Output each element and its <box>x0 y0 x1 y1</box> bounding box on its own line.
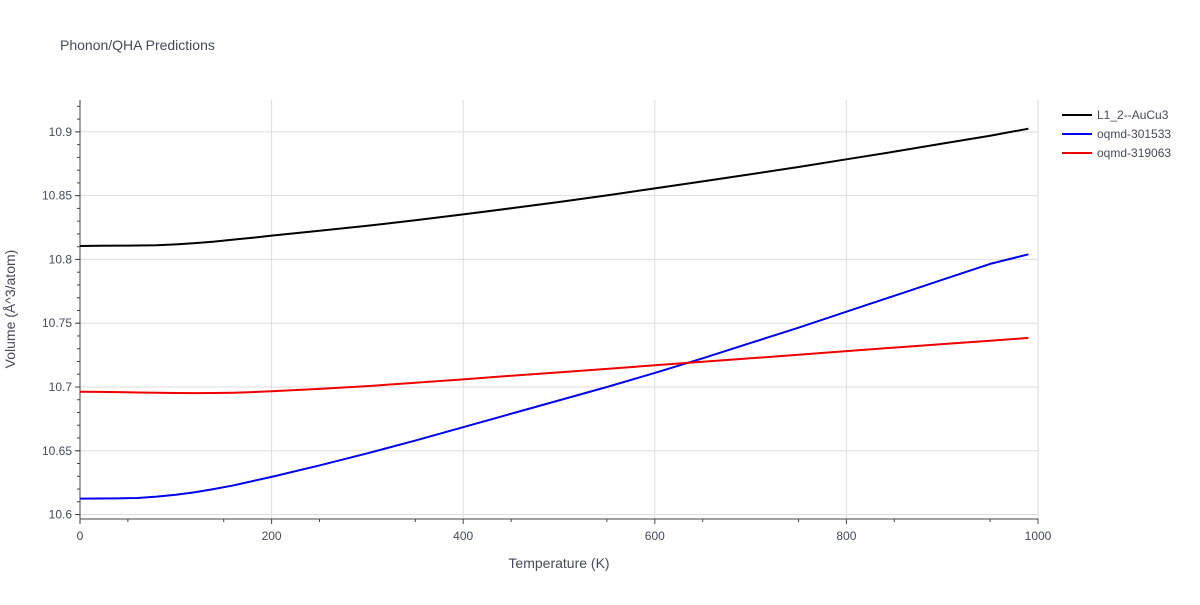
legend-item[interactable]: L1_2--AuCu3 <box>1062 108 1169 122</box>
x-axis-label: Temperature (K) <box>508 555 609 571</box>
x-tick-label: 800 <box>836 529 856 543</box>
legend-label: oqmd-301533 <box>1097 127 1171 141</box>
legend[interactable]: L1_2--AuCu3 oqmd-301533 oqmd-319063 <box>1062 108 1171 160</box>
x-tick-label: 1000 <box>1025 529 1052 543</box>
legend-label: L1_2--AuCu3 <box>1097 108 1169 122</box>
x-tick-label: 400 <box>453 529 473 543</box>
axes <box>79 100 1038 520</box>
y-tick-label: 10.9 <box>49 125 73 139</box>
y-axis-label: Volume (Å^3/atom) <box>2 250 18 369</box>
y-tick-label: 10.85 <box>42 189 72 203</box>
y-tick-label: 10.8 <box>49 252 73 266</box>
legend-item[interactable]: oqmd-301533 <box>1062 127 1171 141</box>
y-tick-label: 10.75 <box>42 316 72 330</box>
series-line-l1-2-aucu3[interactable] <box>79 127 1029 248</box>
legend-item[interactable]: oqmd-319063 <box>1062 146 1171 160</box>
series-line-oqmd-319063[interactable] <box>79 336 1029 395</box>
y-axis-ticks: 10.6 10.65 10.7 10.75 10.8 10.85 10.9 <box>42 105 80 522</box>
x-axis-ticks: 0 200 400 600 800 1000 <box>77 519 1052 543</box>
x-tick-label: 200 <box>262 529 282 543</box>
x-tick-label: 600 <box>645 529 665 543</box>
y-tick-label: 10.6 <box>49 508 73 522</box>
chart-title: Phonon/QHA Predictions <box>60 37 215 53</box>
legend-label: oqmd-319063 <box>1097 146 1171 160</box>
series-lines <box>79 127 1029 500</box>
grid <box>80 100 1039 519</box>
y-tick-label: 10.65 <box>42 444 72 458</box>
x-tick-label: 0 <box>77 529 84 543</box>
series-line-oqmd-301533[interactable] <box>79 253 1029 500</box>
y-tick-label: 10.7 <box>49 380 73 394</box>
